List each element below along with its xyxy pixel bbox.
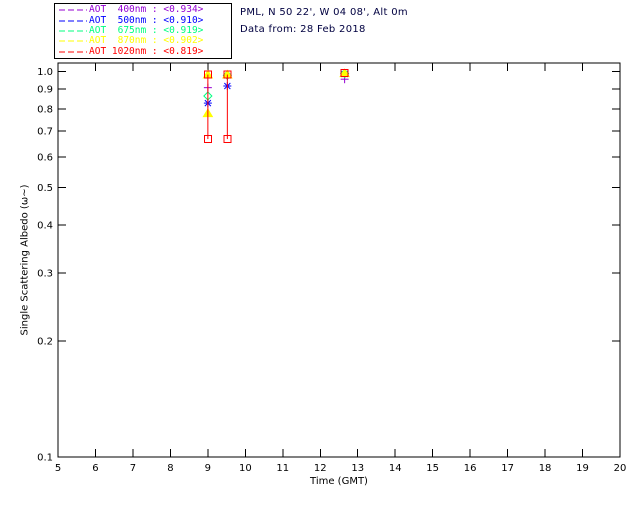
- y-tick-label: 0.5: [37, 183, 53, 194]
- y-tick-label: 1.0: [37, 67, 53, 78]
- marker-square: [203, 70, 212, 79]
- legend-row-label: AOT 1020nm : <0.819>: [89, 45, 204, 57]
- x-tick-label: 19: [576, 463, 589, 474]
- legend-dash-line: [59, 51, 87, 53]
- x-tick-label: 12: [314, 463, 327, 474]
- x-tick-label: 6: [92, 463, 98, 474]
- marker-square: [203, 135, 212, 144]
- x-tick-label: 5: [55, 463, 61, 474]
- x-tick-label: 14: [389, 463, 402, 474]
- legend-row-label: AOT 675nm : <0.919>: [89, 24, 204, 36]
- plot-frame: [57, 62, 621, 458]
- x-tick-label: 9: [205, 463, 211, 474]
- y-tick-label: 0.8: [37, 104, 53, 115]
- marker-square: [223, 70, 232, 79]
- x-tick-label: 18: [539, 463, 552, 474]
- x-tick-label: 8: [167, 463, 173, 474]
- legend-row-label: AOT 500nm : <0.910>: [89, 14, 204, 26]
- y-tick-label: 0.9: [37, 85, 53, 96]
- y-tick-label: 0.1: [37, 453, 53, 464]
- site-location-text: PML, N 50 22', W 04 08', Alt 0m: [240, 7, 408, 18]
- marker-square: [340, 68, 349, 77]
- legend-row: AOT 1020nm : <0.819>: [57, 45, 229, 57]
- x-tick-label: 7: [130, 463, 136, 474]
- x-tick-label: 15: [426, 463, 439, 474]
- y-tick-label: 0.3: [37, 269, 53, 280]
- legend-row: AOT 675nm : <0.919>: [57, 24, 229, 36]
- x-tick-label: 11: [276, 463, 289, 474]
- y-tick-label: 0.7: [37, 127, 53, 138]
- x-tick-label: 16: [464, 463, 477, 474]
- x-axis-title: Time (GMT): [310, 476, 368, 487]
- legend-row: AOT 870nm : <0.902>: [57, 36, 229, 46]
- x-tick-label: 20: [614, 463, 627, 474]
- data-date-text: Data from: 28 Feb 2018: [240, 24, 366, 35]
- y-tick-label: 0.4: [37, 220, 53, 231]
- legend-dash-line: [59, 40, 87, 42]
- x-tick-label: 10: [239, 463, 252, 474]
- marker-diamond: [339, 68, 350, 79]
- legend-row-label: AOT 400nm : <0.934>: [89, 4, 204, 16]
- y-tick-label: 0.6: [37, 153, 53, 164]
- y-axis-title: Single Scattering Albedo (ω~): [19, 184, 31, 336]
- y-tick-label: 0.2: [37, 336, 53, 347]
- legend-row-label: AOT 870nm : <0.902>: [89, 35, 204, 47]
- marker-square: [223, 135, 232, 144]
- x-tick-label: 17: [501, 463, 514, 474]
- x-tick-label: 13: [351, 463, 364, 474]
- legend-dash-line: [59, 20, 87, 22]
- legend-row: AOT 500nm : <0.910>: [57, 14, 229, 26]
- wavelength-legend: AOT 400nm : <0.934> AOT 500nm : <0.910> AO…: [54, 3, 232, 59]
- legend-dash-line: [59, 9, 87, 11]
- legend-row: AOT 400nm : <0.934>: [57, 5, 229, 15]
- legend-dash-line: [59, 30, 87, 32]
